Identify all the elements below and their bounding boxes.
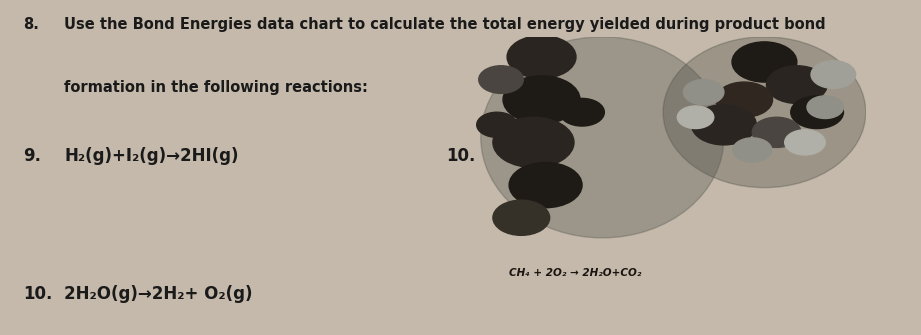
Circle shape [477, 112, 518, 137]
Text: 9.: 9. [23, 147, 41, 165]
Circle shape [560, 98, 604, 126]
Text: 10.: 10. [447, 147, 476, 165]
Circle shape [683, 80, 724, 105]
Circle shape [733, 138, 772, 162]
Text: H₂(g)+I₂(g)→2HI(g): H₂(g)+I₂(g)→2HI(g) [64, 147, 239, 165]
Ellipse shape [481, 37, 724, 238]
Ellipse shape [663, 37, 866, 188]
Circle shape [493, 200, 550, 235]
Circle shape [785, 130, 825, 155]
Text: Use the Bond Energies data chart to calculate the total energy yielded during pr: Use the Bond Energies data chart to calc… [64, 17, 826, 32]
Circle shape [791, 96, 844, 129]
Circle shape [677, 106, 714, 129]
Text: CH₄ + 2O₂ → 2H₂O+CO₂: CH₄ + 2O₂ → 2H₂O+CO₂ [509, 268, 642, 278]
Circle shape [503, 76, 580, 124]
Circle shape [766, 66, 827, 104]
Text: 10.: 10. [23, 285, 52, 303]
Circle shape [493, 117, 574, 168]
Circle shape [732, 42, 797, 82]
Circle shape [507, 36, 576, 78]
Circle shape [692, 105, 756, 145]
Text: formation in the following reactions:: formation in the following reactions: [64, 80, 368, 95]
Text: 2H₂O(g)→2H₂+ O₂(g): 2H₂O(g)→2H₂+ O₂(g) [64, 285, 253, 303]
Circle shape [752, 117, 801, 147]
Circle shape [811, 61, 856, 88]
Circle shape [716, 82, 773, 117]
Circle shape [479, 66, 523, 93]
Text: 8.: 8. [23, 17, 39, 32]
Circle shape [509, 162, 582, 208]
Circle shape [807, 96, 844, 119]
